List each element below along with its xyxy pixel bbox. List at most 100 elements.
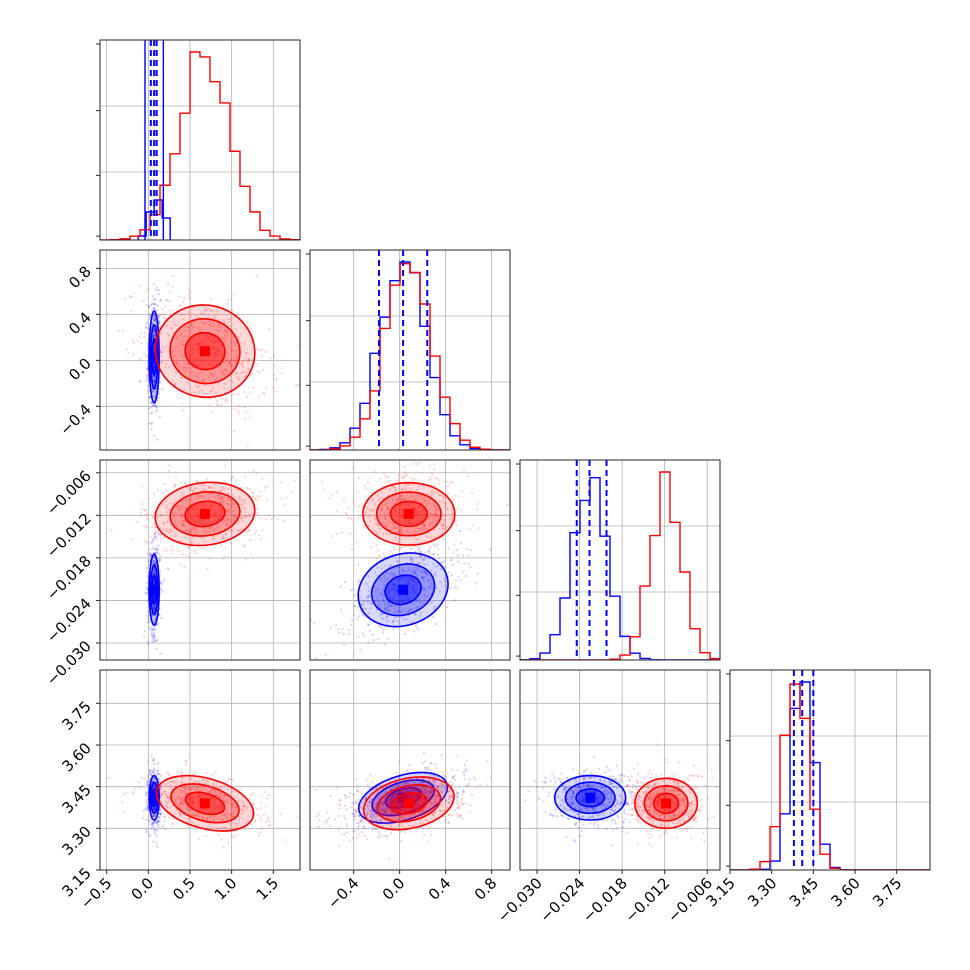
scatter-point [192,490,195,493]
scatter-point [148,396,152,399]
scatter-point [207,314,210,317]
scatter-point [153,306,156,310]
scatter-point [152,785,155,788]
scatter-point [383,576,386,579]
scatter-point [178,350,181,353]
scatter-point [160,784,163,787]
scatter-point [403,476,406,479]
scatter-point [156,548,159,551]
scatter-point [409,794,412,797]
scatter-point [396,530,399,534]
scatter-point [414,538,417,541]
scatter-point [416,562,419,565]
scatter-point [401,516,404,519]
scatter-point [228,821,232,824]
scatter-point [152,313,156,316]
scatter-point [462,468,466,472]
scatter-point [190,541,193,544]
scatter-point [252,491,255,494]
scatter-point [370,809,373,812]
scatter-point [107,777,110,780]
scatter-point [211,803,214,806]
scatter-point [150,634,153,637]
scatter-point [438,590,441,593]
scatter-point [362,607,365,610]
scatter-point [153,609,156,612]
scatter-point [391,804,394,807]
scatter-point [223,464,226,467]
scatter-point [410,502,413,505]
scatter-point [202,527,206,530]
scatter-point [228,507,231,510]
scatter-point [221,535,225,538]
scatter-point [387,609,390,612]
scatter-point [153,573,156,576]
scatter-point [241,498,245,502]
scatter-point [209,390,212,393]
scatter-point [362,801,365,804]
scatter-point [211,339,214,342]
scatter-point [347,506,350,510]
scatter-point [162,815,166,818]
scatter-point [436,491,440,494]
scatter-point [255,274,258,277]
scatter-point [411,558,414,562]
scatter-point [421,822,424,825]
scatter-point [245,352,248,355]
scatter-point [397,540,400,543]
scatter-point [396,798,399,801]
scatter-point [369,810,372,813]
scatter-point [467,475,470,478]
scatter-point [201,816,204,819]
scatter-point [380,577,383,580]
scatter-point [417,527,420,530]
scatter-point [363,485,366,488]
scatter-point [147,642,150,645]
scatter-point [423,523,426,527]
scatter-point [337,844,341,848]
scatter-point [209,526,212,530]
scatter-point [158,819,161,823]
scatter-point [415,600,418,603]
scatter-point [215,512,219,516]
scatter-point [195,512,198,515]
scatter-point [153,802,156,805]
scatter-point [191,821,194,824]
scatter-point [244,511,247,514]
scatter-point [157,316,160,319]
scatter-point [224,382,228,386]
scatter-point [441,790,444,793]
scatter-point [225,800,228,803]
scatter-point [467,554,470,557]
scatter-point [325,818,328,821]
scatter-point [221,818,224,821]
scatter-point [156,819,159,823]
scatter-point [387,482,390,485]
scatter-point [414,510,417,513]
scatter-point [359,648,362,651]
scatter-point [365,814,369,817]
scatter-point [211,515,214,519]
scatter-point [215,310,219,313]
scatter-point [197,794,200,797]
scatter-point [386,606,389,609]
scatter-point [446,605,449,609]
scatter-point [369,520,372,523]
scatter-point [453,586,457,589]
scatter-point [179,789,183,792]
scatter-point [395,526,398,530]
scatter-point [133,787,136,790]
scatter-point [213,511,217,514]
scatter-point [313,622,316,625]
scatter-point [411,588,414,592]
scatter-point [152,582,156,585]
scatter-point [245,321,249,324]
scatter-point [405,795,408,798]
scatter-point [207,486,210,489]
scatter-point [158,321,161,324]
scatter-point [186,366,189,369]
scatter-point [224,520,227,523]
scatter-point [146,367,149,370]
scatter-point [423,595,426,598]
scatter-point [397,599,401,602]
